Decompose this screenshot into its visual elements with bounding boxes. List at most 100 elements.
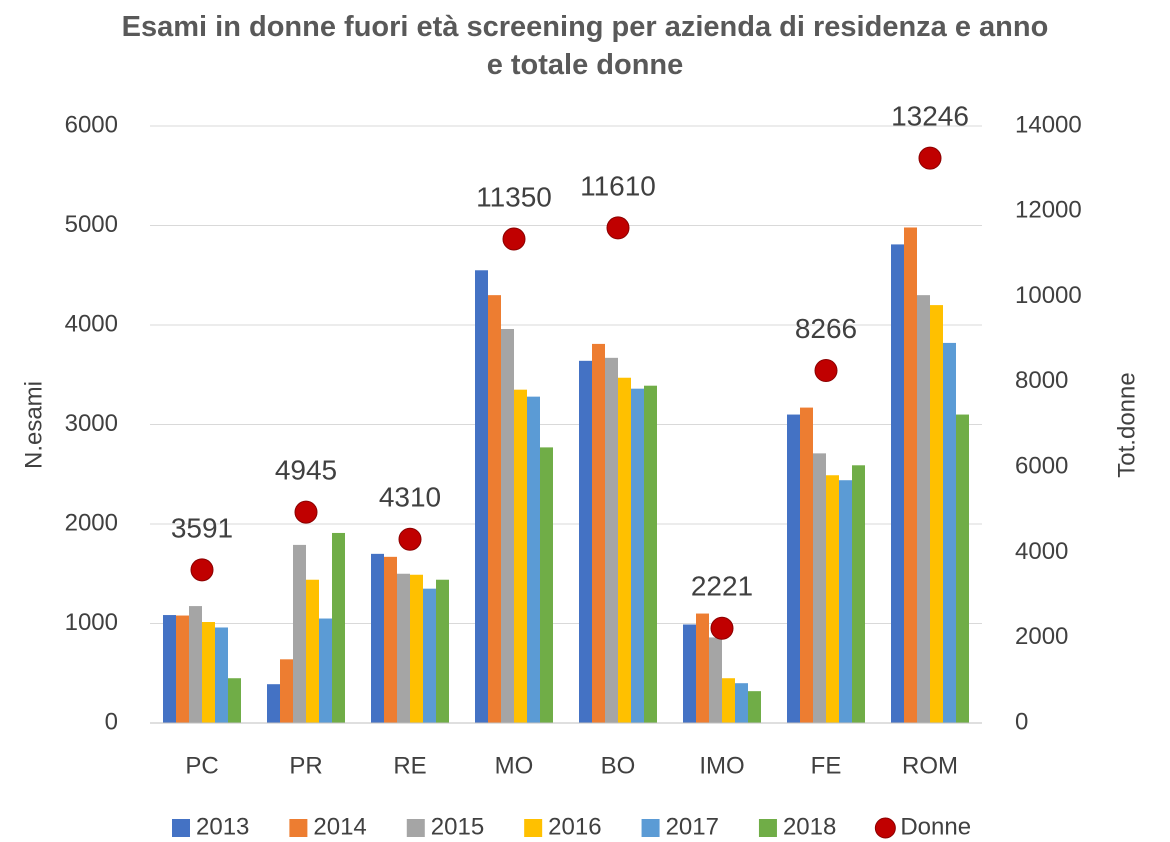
bar	[527, 396, 540, 723]
point	[606, 216, 630, 240]
bar	[683, 624, 696, 723]
data-label: 11610	[580, 170, 656, 201]
y-tick-label: 2000	[65, 509, 118, 536]
bar	[904, 227, 917, 724]
y-tick-label: 1000	[65, 609, 118, 636]
data-label: 2221	[691, 571, 753, 602]
bar	[696, 613, 709, 723]
point	[918, 146, 942, 170]
bar	[488, 295, 501, 723]
x-tick-label: PR	[289, 752, 322, 779]
y-tick-label: 4000	[65, 310, 118, 337]
bar	[735, 683, 748, 723]
data-label: 4310	[379, 482, 441, 513]
bar	[709, 637, 722, 723]
bar	[306, 579, 319, 723]
x-tick-label: RE	[393, 752, 426, 779]
y2-tick-label: 12000	[1015, 197, 1082, 224]
y2-tick-label: 4000	[1015, 538, 1068, 565]
legend-label: 2018	[783, 813, 836, 840]
bar	[826, 475, 839, 723]
bar	[228, 678, 241, 723]
y-tick-label: 3000	[65, 410, 118, 437]
y2-tick-label: 0	[1015, 708, 1028, 735]
point	[502, 227, 526, 251]
data-label: 11350	[476, 181, 552, 212]
legend-marker	[758, 819, 777, 837]
bar	[722, 678, 735, 723]
legend-label: 2013	[196, 813, 249, 840]
y-tick-label: 0	[105, 708, 118, 735]
bar	[514, 389, 527, 723]
bar	[475, 270, 488, 723]
bar	[852, 465, 865, 723]
bar	[189, 606, 202, 723]
bar	[839, 480, 852, 723]
data-label: 13246	[891, 101, 969, 132]
legend-marker	[641, 819, 660, 837]
point	[398, 527, 422, 551]
bar	[891, 244, 904, 723]
bar	[176, 615, 189, 723]
legend-marker	[406, 819, 425, 837]
legend-marker	[524, 819, 543, 837]
legend-marker	[874, 817, 896, 839]
bar	[215, 627, 228, 723]
point	[294, 500, 318, 524]
y-tick-label: 6000	[65, 111, 118, 138]
x-tick-label: ROM	[902, 752, 958, 779]
legend-label: 2016	[548, 813, 601, 840]
data-label: 8266	[795, 313, 857, 344]
y2-tick-label: 14000	[1015, 111, 1082, 138]
bar	[202, 622, 215, 723]
y2-tick-label: 10000	[1015, 282, 1082, 309]
bar	[423, 588, 436, 723]
bar	[267, 684, 280, 723]
bar	[410, 574, 423, 723]
bar	[319, 618, 332, 723]
bar	[397, 573, 410, 723]
point	[814, 359, 838, 383]
bar	[293, 544, 306, 723]
bar	[332, 532, 345, 723]
x-tick-label: FE	[811, 752, 842, 779]
y-tick-label: 5000	[65, 211, 118, 238]
x-tick-label: MO	[495, 752, 534, 779]
data-label: 4945	[275, 455, 337, 486]
bar	[956, 414, 969, 723]
bar	[917, 295, 930, 723]
bar	[618, 377, 631, 723]
bar	[384, 556, 397, 723]
legend-marker	[289, 819, 308, 837]
bar	[930, 305, 943, 723]
bar	[371, 553, 384, 723]
y-axis-title: N.esami	[20, 381, 47, 469]
bar	[579, 360, 592, 723]
y2-axis-title: Tot.donne	[1113, 372, 1140, 477]
bar	[787, 414, 800, 723]
bar	[436, 579, 449, 723]
bar	[644, 385, 657, 723]
chart-title: Esami in donne fuori età screening per a…	[121, 11, 1049, 81]
x-tick-label: PC	[185, 752, 218, 779]
y2-tick-label: 2000	[1015, 623, 1068, 650]
y2-tick-label: 8000	[1015, 367, 1068, 394]
bar	[631, 388, 644, 723]
bar	[280, 659, 293, 723]
point	[710, 616, 734, 640]
bar	[605, 357, 618, 723]
bar	[813, 453, 826, 723]
bar	[163, 615, 176, 723]
legend-label: Donne	[900, 813, 971, 840]
y2-tick-label: 6000	[1015, 452, 1068, 479]
bar	[943, 342, 956, 723]
bar	[540, 447, 553, 723]
legend-label: 2015	[431, 813, 484, 840]
bar	[592, 343, 605, 723]
bar	[748, 691, 761, 723]
bar	[800, 407, 813, 723]
legend-label: 2017	[666, 813, 719, 840]
x-tick-label: IMO	[699, 752, 744, 779]
